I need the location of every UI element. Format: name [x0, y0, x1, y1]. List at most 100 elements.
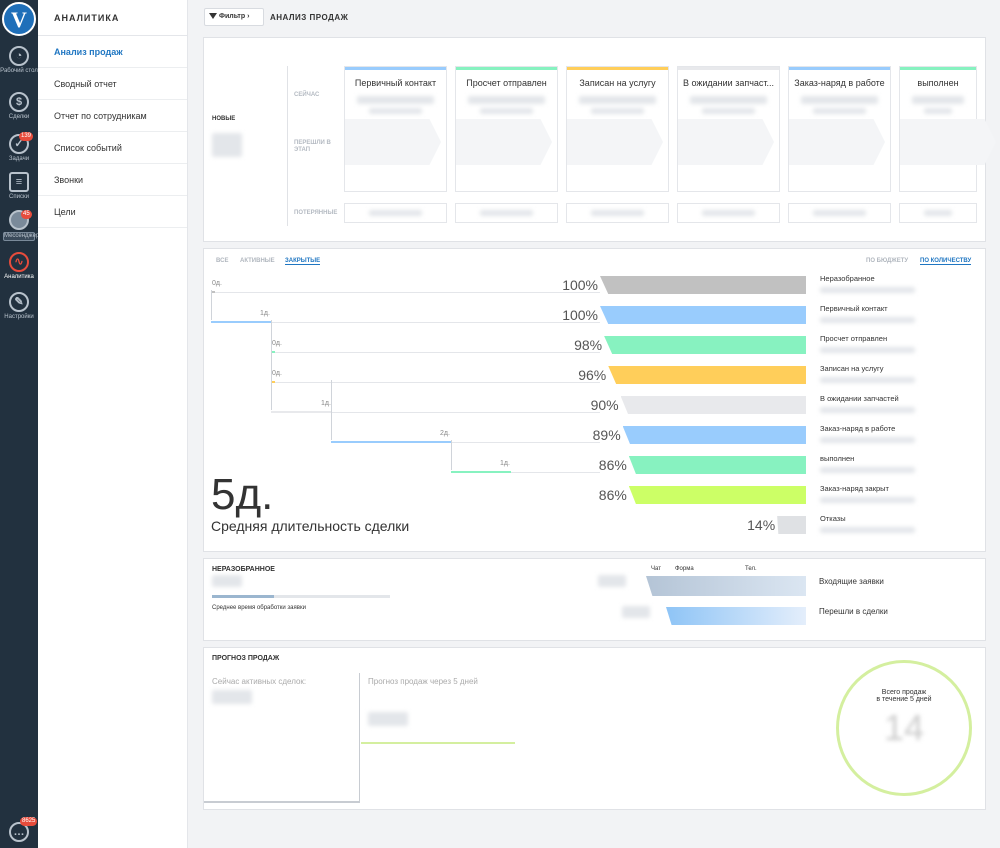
funnel-percent: 100%: [562, 307, 598, 323]
new-label: НОВЫЕ: [212, 116, 236, 122]
stage-moved-arrow: [345, 119, 441, 165]
funnel-percent: 90%: [590, 397, 619, 413]
stage-moved-arrow: [567, 119, 663, 165]
duration-segment: [451, 471, 511, 473]
stage-lost-cell: [677, 203, 780, 223]
nav-deals[interactable]: $ Сделки: [0, 92, 38, 121]
funnel-percent: 86%: [598, 457, 627, 473]
submenu-item-events[interactable]: Список событий: [38, 132, 187, 164]
wrench-icon: ✎: [9, 292, 29, 312]
stage-color-bar: [900, 67, 976, 70]
funnel-percent: 89%: [592, 427, 621, 443]
stage-duration: 1д.: [500, 460, 510, 467]
funnel-bar: [600, 276, 806, 294]
col-phone: Тел.: [745, 566, 757, 572]
speedometer-icon: ◔: [9, 46, 29, 66]
duration-segment: [271, 381, 275, 383]
tab-all[interactable]: ВСЕ: [216, 258, 229, 264]
funnel-stage-label: Заказ-наряд в работе: [820, 424, 896, 433]
stage-duration: 1д.: [321, 400, 331, 407]
col-form: Форма: [675, 566, 694, 572]
tab-closed[interactable]: ЗАКРЫТЫЕ: [285, 258, 321, 265]
nav-lists[interactable]: ≡ Списки: [0, 172, 38, 201]
stage-card[interactable]: В ожидании запчаст...: [677, 66, 780, 192]
analytics-icon: ∿: [9, 252, 29, 272]
funnel-bar: [622, 426, 806, 444]
avg-duration-value: 5д.: [211, 470, 274, 519]
topbar: Фильтр › АНАЛИЗ ПРОДАЖ: [200, 6, 990, 30]
stage-moved-arrow: [456, 119, 552, 165]
chat-widget-button[interactable]: …: [0, 822, 38, 844]
submenu-item-sales-analysis[interactable]: Анализ продаж: [38, 36, 187, 68]
stage-color-bar: [789, 67, 890, 70]
stage-card[interactable]: Первичный контакт: [344, 66, 447, 192]
nav-messenger[interactable]: Мессенджер: [0, 210, 39, 241]
stage-color-bar: [345, 67, 446, 70]
now-label: СЕЙЧАС: [294, 92, 320, 98]
stage-color-bar: [678, 67, 779, 70]
stage-lost-cell: [455, 203, 558, 223]
avg-processing-label: Среднее время обработки заявки: [212, 605, 306, 611]
avg-duration-label: Средняя длительность сделки: [211, 518, 410, 534]
duration-segment: [271, 411, 331, 413]
funnel-stage-label: В ожидании запчастей: [820, 394, 899, 403]
submenu-item-employees[interactable]: Отчет по сотрудникам: [38, 100, 187, 132]
stage-name: Заказ-наряд в работе: [794, 78, 885, 88]
stage-card[interactable]: Записан на услугу: [566, 66, 669, 192]
funnel-percent: 96%: [578, 367, 607, 383]
stage-color-bar: [567, 67, 668, 70]
stage-moved-arrow: [678, 119, 774, 165]
unsorted-title: НЕРАЗОБРАННОЕ: [212, 566, 275, 573]
stage-card[interactable]: выполнен: [899, 66, 996, 192]
tab-by-count[interactable]: ПО КОЛИЧЕСТВУ: [920, 258, 972, 265]
stage-duration: 0д.: [272, 370, 282, 377]
tasks-badge: 139: [19, 132, 34, 141]
stage-duration: 1д.: [260, 310, 270, 317]
tab-active[interactable]: АКТИВНЫЕ: [240, 258, 275, 264]
funnel-bar: [628, 456, 806, 474]
stage-duration: 0д.: [272, 340, 282, 347]
unsorted-panel: [203, 558, 986, 641]
left-navigation: V ◔ Рабочий стол $ Сделки ✓ Задачи 139 ≡…: [0, 0, 39, 848]
stage-color-bar: [456, 67, 557, 70]
stage-duration: 2д.: [440, 430, 450, 437]
stage-card[interactable]: Просчет отправлен: [455, 66, 558, 192]
funnel-stage-label: Первичный контакт: [820, 304, 888, 313]
submenu-item-goals[interactable]: Цели: [38, 196, 187, 228]
messenger-badge: 45: [21, 210, 32, 219]
nav-dashboard[interactable]: ◔ Рабочий стол: [0, 46, 38, 75]
duration-segment: [211, 321, 271, 323]
stage-lost-cell: [566, 203, 669, 223]
funnel-bar: [604, 336, 806, 354]
active-deals-label: Сейчас активных сделок:: [212, 677, 307, 686]
stage-name: Записан на услугу: [579, 78, 656, 88]
nav-analytics[interactable]: ∿ Аналитика: [0, 252, 38, 281]
filter-button[interactable]: Фильтр ›: [204, 8, 264, 26]
stage-lost-cell: [788, 203, 891, 223]
logo[interactable]: V: [2, 2, 36, 36]
funnel-bar: [600, 306, 806, 324]
converted-label: Перешли в сделки: [819, 607, 888, 616]
submenu-item-calls[interactable]: Звонки: [38, 164, 187, 196]
funnel-stage-label: Заказ-наряд закрыт: [820, 484, 889, 493]
lost-label: ПОТЕРЯННЫЕ: [294, 210, 338, 216]
funnel-bar: [777, 516, 806, 534]
total-sales-value: 14: [883, 707, 925, 748]
submenu-item-summary[interactable]: Сводный отчет: [38, 68, 187, 100]
funnel-stage-label: Просчет отправлен: [820, 334, 888, 343]
chat-bubble-icon: …: [9, 822, 29, 842]
stage-card[interactable]: Заказ-наряд в работе: [788, 66, 891, 192]
funnel-stage-label: Неразобранное: [820, 274, 875, 283]
stage-moved-arrow: [900, 119, 996, 165]
stage-name: Первичный контакт: [354, 78, 437, 88]
moved-label: ПЕРЕШЛИ В ЭТАП: [294, 140, 331, 153]
funnel-stage-label: Отказы: [820, 514, 846, 523]
funnel-bar: [608, 366, 806, 384]
tab-by-budget[interactable]: ПО БЮДЖЕТУ: [866, 258, 909, 264]
col-chat: Чат: [651, 566, 661, 572]
funnel-percent: 98%: [574, 337, 603, 353]
incoming-label: Входящие заявки: [819, 577, 884, 586]
stage-name: выполнен: [917, 78, 959, 88]
nav-settings[interactable]: ✎ Настройки: [0, 292, 38, 321]
funnel-percent: 86%: [598, 487, 627, 503]
